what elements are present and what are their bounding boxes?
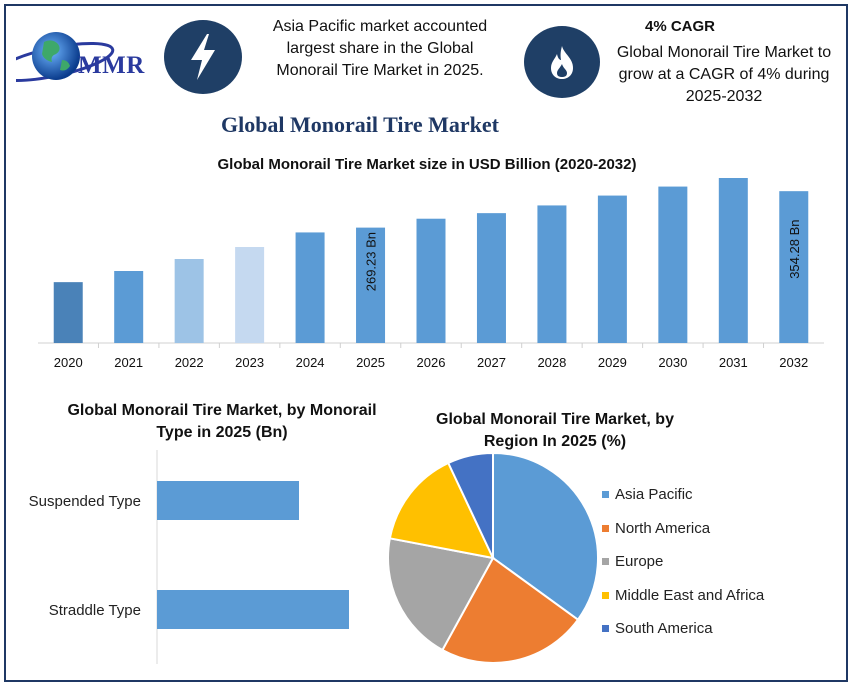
x-tick-label-2028: 2028: [537, 355, 566, 370]
pie-slice-asia-pacific: [492, 451, 599, 622]
bar-2029: [597, 195, 627, 343]
market-size-bar-chart: 2020 2021 2022 2023 2024 2025 269.23 Bn 2026 202…: [38, 178, 824, 370]
pie-slice-middle-east-and-africa: [388, 461, 495, 560]
legend-swatch: [602, 524, 609, 532]
bar-2024: [295, 232, 325, 343]
hbar-suspended-type: [157, 481, 299, 520]
globe-logo-icon: [0, 32, 115, 83]
bar-2031: [718, 178, 748, 343]
legend-item-asia-pacific: Asia Pacific: [602, 478, 764, 512]
x-tick-label-2025: 2025: [356, 355, 385, 370]
pie-slice-europe: [387, 537, 495, 652]
x-tick-label-2022: 2022: [175, 355, 204, 370]
bar-2027: [476, 213, 506, 343]
legend-item-europe: Europe: [602, 545, 764, 579]
bar-2021: [114, 271, 144, 343]
legend-swatch: [602, 558, 609, 566]
lightning-icon-badge: [164, 20, 242, 94]
bar-2032: [779, 191, 809, 343]
bar-2023: [235, 247, 265, 343]
monorail-type-bar-chart: Suspended Type Straddle Type: [29, 450, 349, 664]
legend-item-middle-east-and-africa: Middle East and Africa: [602, 579, 764, 613]
region-pie-chart: [387, 451, 599, 664]
x-tick-label-2024: 2024: [296, 355, 325, 370]
page-title: Global Monorail Tire Market: [220, 112, 500, 137]
x-tick-label-2023: 2023: [235, 355, 264, 370]
bar-2022: [174, 259, 204, 343]
legend-label: North America: [615, 519, 711, 537]
legend-item-south-america: South America: [602, 612, 764, 646]
legend-swatch: [602, 591, 609, 599]
logo-text: MMR: [78, 52, 145, 79]
hbar-straddle-type: [157, 590, 349, 629]
flame-icon-badge: [524, 26, 600, 98]
data-label-2025: 269.23 Bn: [364, 232, 379, 291]
lightning-bolt-icon: [191, 34, 215, 80]
x-tick-label-2021: 2021: [114, 355, 143, 370]
x-tick-label-2031: 2031: [719, 355, 748, 370]
legend-label: Europe: [615, 553, 664, 571]
x-tick-label-2026: 2026: [417, 355, 446, 370]
flame-icon: [551, 46, 573, 79]
region-chart-title: Global Monorail Tire Market, by Region I…: [436, 411, 674, 450]
type-chart-title: Global Monorail Tire Market, by Monorail…: [67, 402, 377, 441]
highlight-cagr: Global Monorail Tire Market to grow at a…: [616, 44, 832, 105]
pie-legend: Asia Pacific North America Europe Middle Ea…: [602, 478, 764, 646]
x-tick-label-2030: 2030: [658, 355, 687, 370]
x-tick-label-2020: 2020: [54, 355, 83, 370]
infographic-frame: [4, 4, 848, 682]
legend-item-north-america: North America: [602, 512, 764, 546]
x-tick-label-2029: 2029: [598, 355, 627, 370]
bar-2020: [53, 282, 83, 343]
pie-slice-north-america: [441, 556, 580, 664]
legend-swatch: [602, 625, 609, 633]
bar-2030: [658, 186, 688, 343]
bar-2028: [537, 205, 567, 343]
x-tick-label-2027: 2027: [477, 355, 506, 370]
highlight-asia-pacific: Asia Pacific market accounted largest sh…: [272, 18, 488, 79]
legend-swatch: [602, 491, 609, 499]
legend-label: Asia Pacific: [615, 486, 693, 504]
bar-2026: [416, 218, 446, 343]
data-label-2032: 354.28 Bn: [787, 220, 802, 279]
mmr-logo: MMR: [0, 22, 160, 94]
legend-label: South America: [615, 620, 713, 638]
pie-slice-south-america: [446, 451, 494, 559]
bar-2025: [356, 227, 386, 343]
category-label: Suspended Type: [29, 493, 141, 510]
bar-chart-title: Global Monorail Tire Market size in USD …: [217, 156, 637, 173]
cagr-title: 4% CAGR: [644, 18, 715, 35]
x-tick-label-2032: 2032: [779, 355, 808, 370]
category-label: Straddle Type: [49, 602, 141, 619]
legend-label: Middle East and Africa: [615, 586, 765, 604]
